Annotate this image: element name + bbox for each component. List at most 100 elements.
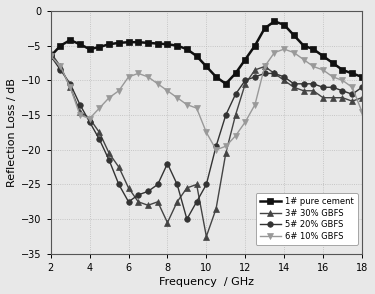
6# 10% GBFS — [184, 103, 189, 106]
6# 10% GBFS — [214, 148, 218, 151]
1# pure cement — [224, 82, 228, 86]
1# pure cement — [360, 75, 364, 78]
5# 20% GBFS — [282, 75, 286, 78]
3# 30% GBFS — [272, 72, 277, 75]
6# 10% GBFS — [117, 89, 121, 93]
Legend: 1# pure cement, 3# 30% GBFS, 5# 20% GBFS, 6# 10% GBFS: 1# pure cement, 3# 30% GBFS, 5# 20% GBFS… — [256, 193, 358, 245]
3# 30% GBFS — [243, 82, 248, 86]
6# 10% GBFS — [156, 82, 160, 86]
5# 20% GBFS — [48, 54, 53, 58]
3# 30% GBFS — [262, 65, 267, 68]
3# 30% GBFS — [330, 96, 335, 99]
1# pure cement — [282, 23, 286, 26]
3# 30% GBFS — [292, 86, 296, 89]
3# 30% GBFS — [302, 89, 306, 93]
3# 30% GBFS — [175, 200, 179, 203]
3# 30% GBFS — [87, 117, 92, 120]
6# 10% GBFS — [253, 103, 257, 106]
3# 30% GBFS — [350, 99, 354, 103]
5# 20% GBFS — [292, 82, 296, 86]
3# 30% GBFS — [97, 131, 102, 134]
3# 30% GBFS — [126, 186, 131, 190]
5# 20% GBFS — [360, 86, 364, 89]
6# 10% GBFS — [175, 96, 179, 99]
6# 10% GBFS — [136, 72, 141, 75]
3# 30% GBFS — [184, 186, 189, 190]
5# 20% GBFS — [350, 93, 354, 96]
5# 20% GBFS — [340, 89, 345, 93]
6# 10% GBFS — [243, 120, 248, 124]
6# 10% GBFS — [340, 78, 345, 82]
5# 20% GBFS — [330, 86, 335, 89]
3# 30% GBFS — [204, 235, 209, 238]
6# 10% GBFS — [282, 47, 286, 51]
1# pure cement — [97, 45, 102, 49]
6# 10% GBFS — [272, 51, 277, 54]
1# pure cement — [262, 26, 267, 30]
5# 20% GBFS — [107, 158, 111, 162]
1# pure cement — [48, 54, 53, 58]
3# 30% GBFS — [136, 200, 141, 203]
5# 20% GBFS — [97, 138, 102, 141]
5# 20% GBFS — [194, 200, 199, 203]
1# pure cement — [107, 43, 111, 46]
6# 10% GBFS — [360, 110, 364, 113]
6# 10% GBFS — [48, 54, 53, 58]
1# pure cement — [302, 44, 306, 47]
6# 10% GBFS — [292, 51, 296, 54]
Line: 6# 10% GBFS: 6# 10% GBFS — [47, 46, 365, 153]
6# 10% GBFS — [165, 89, 170, 93]
5# 20% GBFS — [175, 183, 179, 186]
3# 30% GBFS — [194, 183, 199, 186]
5# 20% GBFS — [117, 183, 121, 186]
6# 10% GBFS — [97, 106, 102, 110]
6# 10% GBFS — [126, 75, 131, 78]
1# pure cement — [204, 65, 209, 68]
1# pure cement — [321, 54, 325, 58]
3# 30% GBFS — [107, 151, 111, 155]
3# 30% GBFS — [78, 110, 82, 113]
6# 10% GBFS — [204, 131, 209, 134]
3# 30% GBFS — [233, 113, 238, 117]
6# 10% GBFS — [224, 145, 228, 148]
3# 30% GBFS — [48, 51, 53, 54]
X-axis label: Frequency  / GHz: Frequency / GHz — [159, 277, 254, 287]
5# 20% GBFS — [233, 93, 238, 96]
3# 30% GBFS — [68, 86, 72, 89]
6# 10% GBFS — [233, 134, 238, 138]
Line: 3# 30% GBFS: 3# 30% GBFS — [47, 49, 365, 240]
6# 10% GBFS — [311, 65, 315, 68]
3# 30% GBFS — [340, 96, 345, 99]
6# 10% GBFS — [330, 75, 335, 78]
5# 20% GBFS — [136, 193, 141, 197]
Line: 5# 20% GBFS: 5# 20% GBFS — [48, 53, 365, 222]
5# 20% GBFS — [87, 120, 92, 124]
3# 30% GBFS — [58, 65, 63, 68]
6# 10% GBFS — [78, 113, 82, 117]
5# 20% GBFS — [68, 82, 72, 86]
5# 20% GBFS — [272, 72, 277, 75]
5# 20% GBFS — [321, 86, 325, 89]
1# pure cement — [214, 75, 218, 78]
1# pure cement — [311, 47, 315, 51]
3# 30% GBFS — [156, 200, 160, 203]
3# 30% GBFS — [117, 165, 121, 169]
5# 20% GBFS — [78, 103, 82, 106]
5# 20% GBFS — [165, 162, 170, 166]
3# 30% GBFS — [165, 221, 170, 224]
5# 20% GBFS — [204, 183, 209, 186]
3# 30% GBFS — [214, 207, 218, 211]
5# 20% GBFS — [262, 72, 267, 75]
5# 20% GBFS — [126, 200, 131, 203]
3# 30% GBFS — [253, 68, 257, 72]
1# pure cement — [156, 42, 160, 45]
5# 20% GBFS — [311, 82, 315, 86]
3# 30% GBFS — [321, 96, 325, 99]
5# 20% GBFS — [224, 113, 228, 117]
6# 10% GBFS — [58, 65, 63, 68]
1# pure cement — [136, 40, 141, 44]
3# 30% GBFS — [360, 96, 364, 99]
1# pure cement — [87, 47, 92, 51]
6# 10% GBFS — [68, 86, 72, 89]
1# pure cement — [78, 43, 82, 46]
